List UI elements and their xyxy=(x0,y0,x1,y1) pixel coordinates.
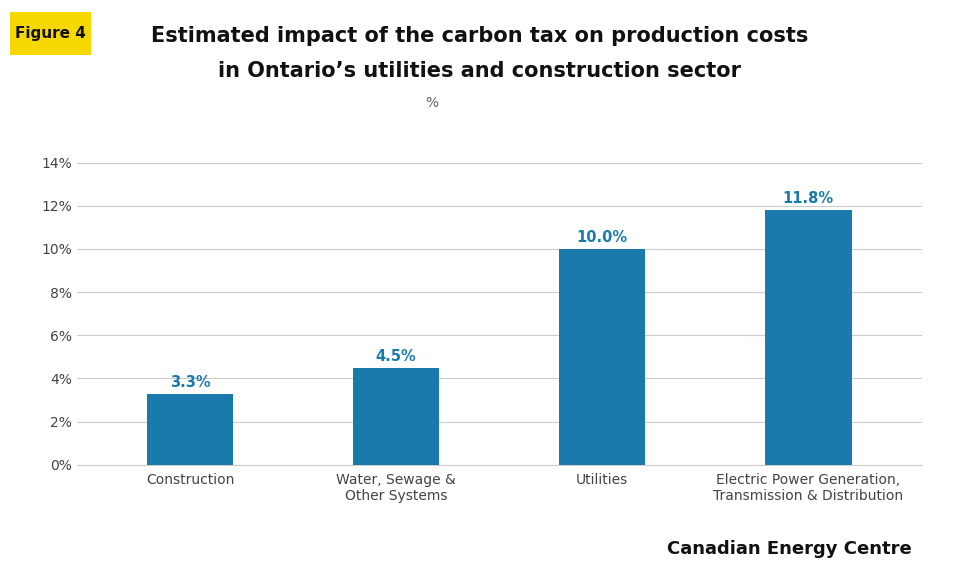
Text: 10.0%: 10.0% xyxy=(577,230,628,245)
Text: 4.5%: 4.5% xyxy=(375,349,417,364)
Text: Figure 4: Figure 4 xyxy=(15,26,85,41)
Text: in Ontario’s utilities and construction sector: in Ontario’s utilities and construction … xyxy=(219,61,741,81)
Text: Canadian Energy Centre: Canadian Energy Centre xyxy=(667,540,912,558)
Text: Estimated impact of the carbon tax on production costs: Estimated impact of the carbon tax on pr… xyxy=(152,26,808,46)
Bar xyxy=(147,393,233,465)
Bar xyxy=(559,249,645,465)
Bar xyxy=(765,210,852,465)
Bar xyxy=(353,368,440,465)
Text: 11.8%: 11.8% xyxy=(782,191,834,206)
Text: %: % xyxy=(425,96,439,110)
Text: 3.3%: 3.3% xyxy=(170,375,210,390)
